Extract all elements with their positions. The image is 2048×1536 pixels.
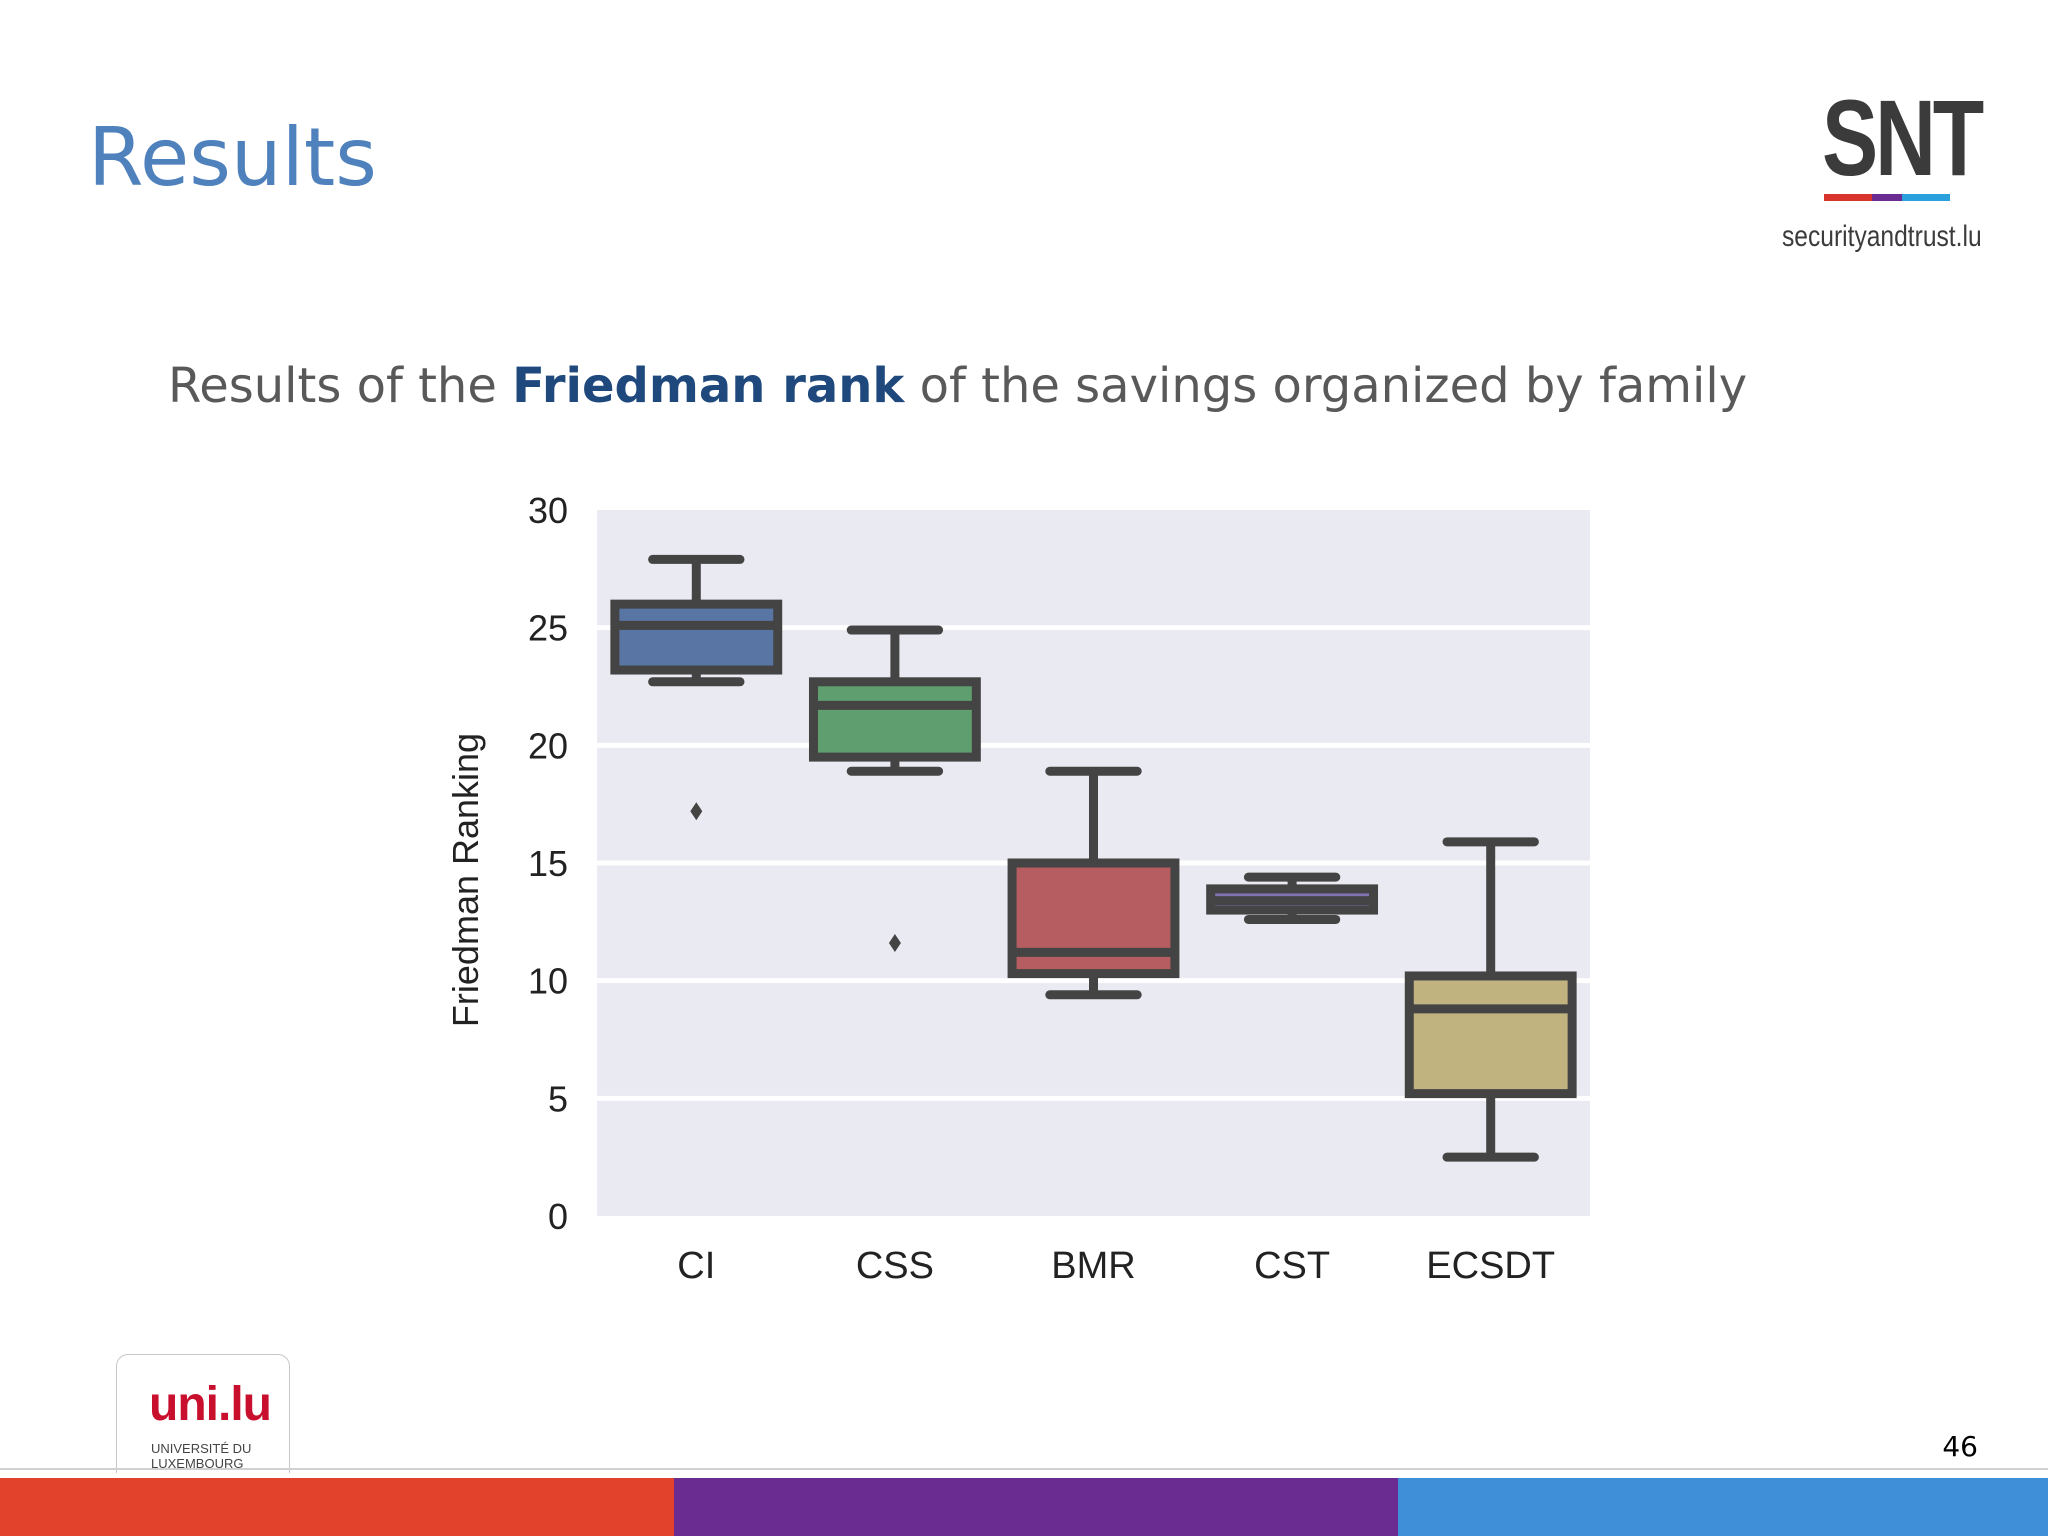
box-body-BMR	[1007, 858, 1180, 979]
box-CST	[1206, 872, 1379, 924]
subtitle-prefix: Results of the	[168, 358, 513, 414]
uni-mark-text: uni.lu	[149, 1378, 272, 1431]
footer-bar-blue	[1398, 1478, 2048, 1536]
slide-subtitle: Results of the Friedman rank of the savi…	[168, 362, 1747, 410]
x-tick-labels: CI CSS BMR CST ECSDT	[677, 1245, 1555, 1287]
uni-name-line2: LUXEMBOURG	[151, 1456, 244, 1471]
box-body-CSS	[808, 677, 981, 762]
page-number: 46	[1942, 1430, 1978, 1463]
uni-lu-logo-name: UNIVERSITÉ DU LUXEMBOURG	[151, 1441, 251, 1471]
box-body-ECSDT	[1404, 971, 1577, 1099]
footer-bar-purple	[674, 1478, 1398, 1536]
box-BMR	[1007, 766, 1180, 1000]
snt-bar-purple	[1872, 194, 1902, 201]
box-CSS	[808, 625, 981, 953]
x-tick-label-BMR: BMR	[1051, 1245, 1135, 1287]
footer-divider	[0, 1468, 2048, 1470]
boxes	[610, 554, 1577, 1162]
y-axis-label: Friedman Ranking	[445, 733, 486, 1027]
y-tick-label-15: 15	[528, 843, 568, 884]
uni-name-line1: UNIVERSITÉ DU	[151, 1441, 252, 1456]
friedman-boxplot: 0 5 10 15 20 25 30 CI CSS BMR CST ECSDT Friedman R…	[445, 490, 1590, 1287]
box-body-CI	[610, 599, 783, 675]
snt-logo-url: securityandtrust.lu	[1782, 220, 1982, 253]
x-tick-label-CI: CI	[677, 1245, 715, 1287]
y-tick-labels: 0 5 10 15 20 25 30	[528, 490, 568, 1237]
box-CI	[610, 554, 783, 821]
uni-lu-logo: uni.lu UNIVERSITÉ DU LUXEMBOURG	[116, 1354, 290, 1473]
snt-logo: SNT securityandtrust.lu	[1778, 84, 1990, 264]
snt-bar-blue	[1902, 194, 1950, 201]
y-tick-label-5: 5	[548, 1078, 568, 1119]
outlier-CI-0	[690, 802, 703, 821]
y-tick-label-10: 10	[528, 961, 568, 1002]
x-tick-label-CST: CST	[1254, 1245, 1330, 1287]
uni-lu-logo-mark: uni.lu	[149, 1378, 272, 1431]
slide-title: Results	[88, 111, 377, 204]
subtitle-suffix: of the savings organized by family	[904, 358, 1748, 414]
footer-bar-red	[0, 1478, 674, 1536]
y-tick-label-20: 20	[528, 725, 568, 766]
x-tick-label-ECSDT: ECSDT	[1426, 1245, 1555, 1287]
box-ECSDT	[1404, 837, 1577, 1162]
subtitle-highlight: Friedman rank	[512, 358, 905, 414]
snt-bar-red	[1824, 194, 1872, 201]
x-tick-label-CSS: CSS	[856, 1245, 934, 1287]
y-tick-label-25: 25	[528, 608, 568, 649]
outlier-CSS-0	[888, 934, 901, 953]
snt-logo-mark: SNT	[1822, 77, 1984, 198]
y-tick-label-30: 30	[528, 490, 568, 531]
y-tick-label-0: 0	[548, 1196, 568, 1237]
